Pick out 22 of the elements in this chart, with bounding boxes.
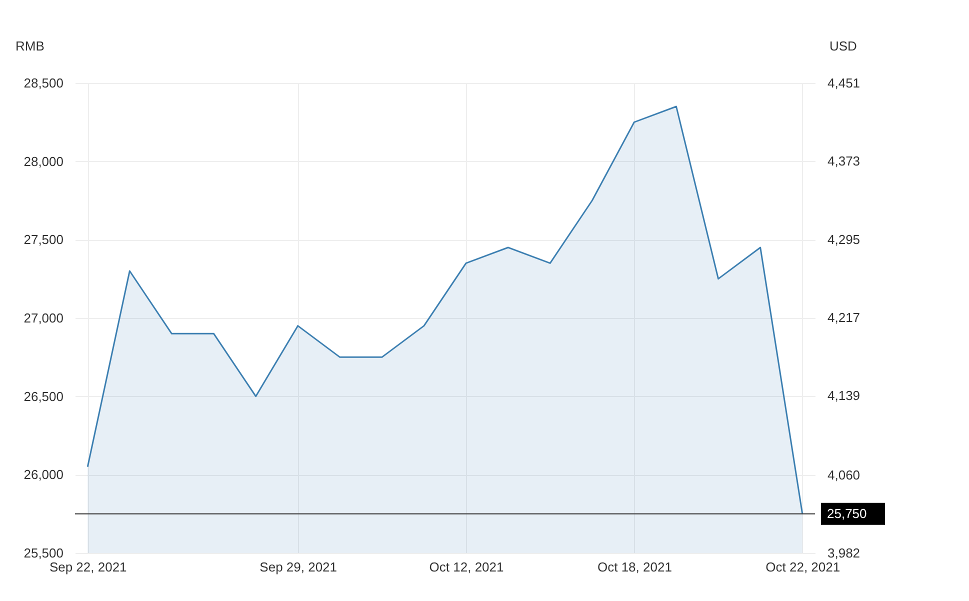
y-tick-label: 28,000 [24, 154, 64, 169]
ref-line-label: 25,750 [827, 506, 867, 521]
y-tick-label: 27,500 [24, 232, 64, 248]
y-tick-label: 26,500 [24, 388, 64, 404]
y-tick-label: 27,000 [24, 310, 64, 326]
y2-tick-label: 4,060 [828, 467, 860, 482]
x-tick-label: Sep 22, 2021 [49, 560, 127, 574]
y2-tick-label: 4,139 [828, 388, 860, 404]
y-tick-label: 28,500 [24, 76, 64, 90]
y2-tick-label: 4,295 [828, 232, 860, 247]
x-tick-label: Oct 18, 2021 [597, 560, 672, 574]
y-axis-title: RMB [16, 38, 44, 54]
y-tick-label: 25,500 [24, 546, 64, 560]
x-tick-label: Oct 22, 2021 [766, 560, 840, 574]
x-tick-label: Oct 12, 2021 [429, 560, 504, 574]
y2-tick-label: 3,982 [828, 546, 860, 560]
y2-tick-label: 4,217 [828, 310, 860, 325]
y2-tick-label: 4,373 [828, 154, 860, 169]
x-tick-label: Sep 29, 2021 [260, 560, 338, 574]
y2-tick-label: 4,451 [828, 76, 860, 90]
y2-axis-title: USD [830, 38, 857, 54]
y-tick-label: 26,000 [24, 467, 64, 482]
